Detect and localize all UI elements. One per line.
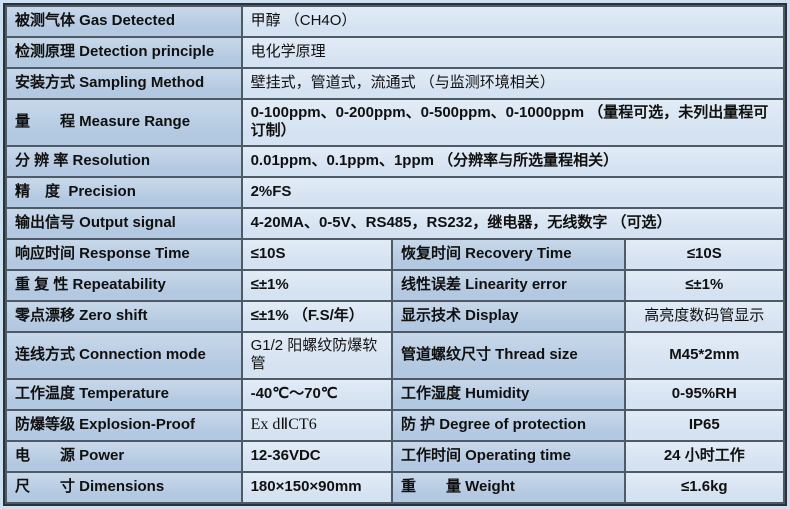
spec-label-cell: 工作湿度 Humidity [390,377,626,411]
spec-row: 连线方式 Connection mode G1/2 阳螺纹防爆软管 管道螺纹尺寸 T… [5,331,786,380]
spec-value-cell: ≤10S [240,237,393,272]
spec-row: 检测原理 Detection principle 电化学原理 [5,36,786,70]
spec-value-cell: 180×150×90mm [240,470,393,505]
spec-label-cell: 分 辨 率 Resolution [5,144,243,178]
spec-value-cell: ≤10S [623,237,786,272]
spec-value-cell: 24 小时工作 [623,439,786,473]
spec-label-cell: 防 护 Degree of protection [390,408,626,442]
spec-value-cell: 0-95%RH [623,377,786,411]
spec-label-cell: 工作温度 Temperature [5,377,243,411]
spec-label-cell: 零点漂移 Zero shift [5,300,243,334]
spec-label-cell: 响应时间 Response Time [5,237,243,272]
spec-value-cell: M45*2mm [623,331,786,380]
spec-row: 重 复 性 Repeatability ≤±1% 线性误差 Linearity er… [5,269,786,303]
spec-row: 响应时间 Response Time ≤10S 恢复时间 Recovery Time… [5,237,786,272]
spec-value-cell: 0-100ppm、0-200ppm、0-500ppm、0-1000ppm （量程… [240,98,786,147]
spec-value-cell: 甲醇 （CH4O） [240,4,786,39]
spec-label-cell: 安装方式 Sampling Method [5,67,243,101]
spec-value-cell: G1/2 阳螺纹防爆软管 [240,331,393,380]
spec-value-cell: -40℃～70℃ [240,377,393,411]
spec-value-cell: 高亮度数码管显示 [623,300,786,334]
spec-value-cell: 壁挂式，管道式，流通式 （与监测环境相关） [240,67,786,101]
spec-table-body: 被测气体 Gas Detected 甲醇 （CH4O） 检测原理 Detection… [5,4,786,505]
spec-value-cell: 电化学原理 [240,36,786,70]
spec-value-cell: 12-36VDC [240,439,393,473]
spec-table-frame: 被测气体 Gas Detected 甲醇 （CH4O） 检测原理 Detection… [3,3,787,506]
spec-value-cell: 2%FS [240,175,786,209]
spec-row: 量 程 Measure Range 0-100ppm、0-200ppm、0-500… [5,98,786,147]
spec-value-cell: Ex dⅡCT6 [240,408,393,442]
spec-label-cell: 显示技术 Display [390,300,626,334]
spec-label-cell: 量 程 Measure Range [5,98,243,147]
spec-label-cell: 连线方式 Connection mode [5,331,243,380]
spec-row: 精 度 Precision 2%FS [5,175,786,209]
spec-label-cell: 尺 寸 Dimensions [5,470,243,505]
spec-row: 尺 寸 Dimensions 180×150×90mm 重 量 Weight ≤1.6… [5,470,786,505]
spec-label-cell: 重 量 Weight [390,470,626,505]
spec-value-cell: ≤±1% [240,269,393,303]
spec-value-cell: ≤1.6kg [623,470,786,505]
spec-value-cell: 4-20MA、0-5V、RS485，RS232，继电器，无线数字 （可选） [240,206,786,240]
spec-value-cell: IP65 [623,408,786,442]
spec-label-cell: 恢复时间 Recovery Time [390,237,626,272]
spec-label-cell: 重 复 性 Repeatability [5,269,243,303]
spec-label-cell: 精 度 Precision [5,175,243,209]
spec-label-cell: 输出信号 Output signal [5,206,243,240]
spec-label-cell: 线性误差 Linearity error [390,269,626,303]
spec-label-cell: 工作时间 Operating time [390,439,626,473]
spec-label-cell: 电 源 Power [5,439,243,473]
spec-row: 分 辨 率 Resolution 0.01ppm、0.1ppm、1ppm （分辨率… [5,144,786,178]
spec-row: 输出信号 Output signal 4-20MA、0-5V、RS485，RS23… [5,206,786,240]
spec-label-cell: 检测原理 Detection principle [5,36,243,70]
spec-row: 电 源 Power 12-36VDC 工作时间 Operating time 24 小… [5,439,786,473]
spec-row: 防爆等级 Explosion-Proof Ex dⅡCT6 防 护 Degree o… [5,408,786,442]
spec-row: 零点漂移 Zero shift ≤±1% （F.S/年） 显示技术 Display 高… [5,300,786,334]
spec-label-cell: 管道螺纹尺寸 Thread size [390,331,626,380]
spec-label-cell: 被测气体 Gas Detected [5,4,243,39]
spec-row: 工作温度 Temperature -40℃～70℃ 工作湿度 Humidity 0-9… [5,377,786,411]
spec-row: 被测气体 Gas Detected 甲醇 （CH4O） [5,4,786,39]
spec-value-cell: ≤±1% [623,269,786,303]
spec-label-cell: 防爆等级 Explosion-Proof [5,408,243,442]
spec-value-cell: 0.01ppm、0.1ppm、1ppm （分辨率与所选量程相关） [240,144,786,178]
spec-row: 安装方式 Sampling Method 壁挂式，管道式，流通式 （与监测环境相关… [5,67,786,101]
spec-table: 被测气体 Gas Detected 甲醇 （CH4O） 检测原理 Detection… [5,4,786,505]
spec-value-cell: ≤±1% （F.S/年） [240,300,393,334]
